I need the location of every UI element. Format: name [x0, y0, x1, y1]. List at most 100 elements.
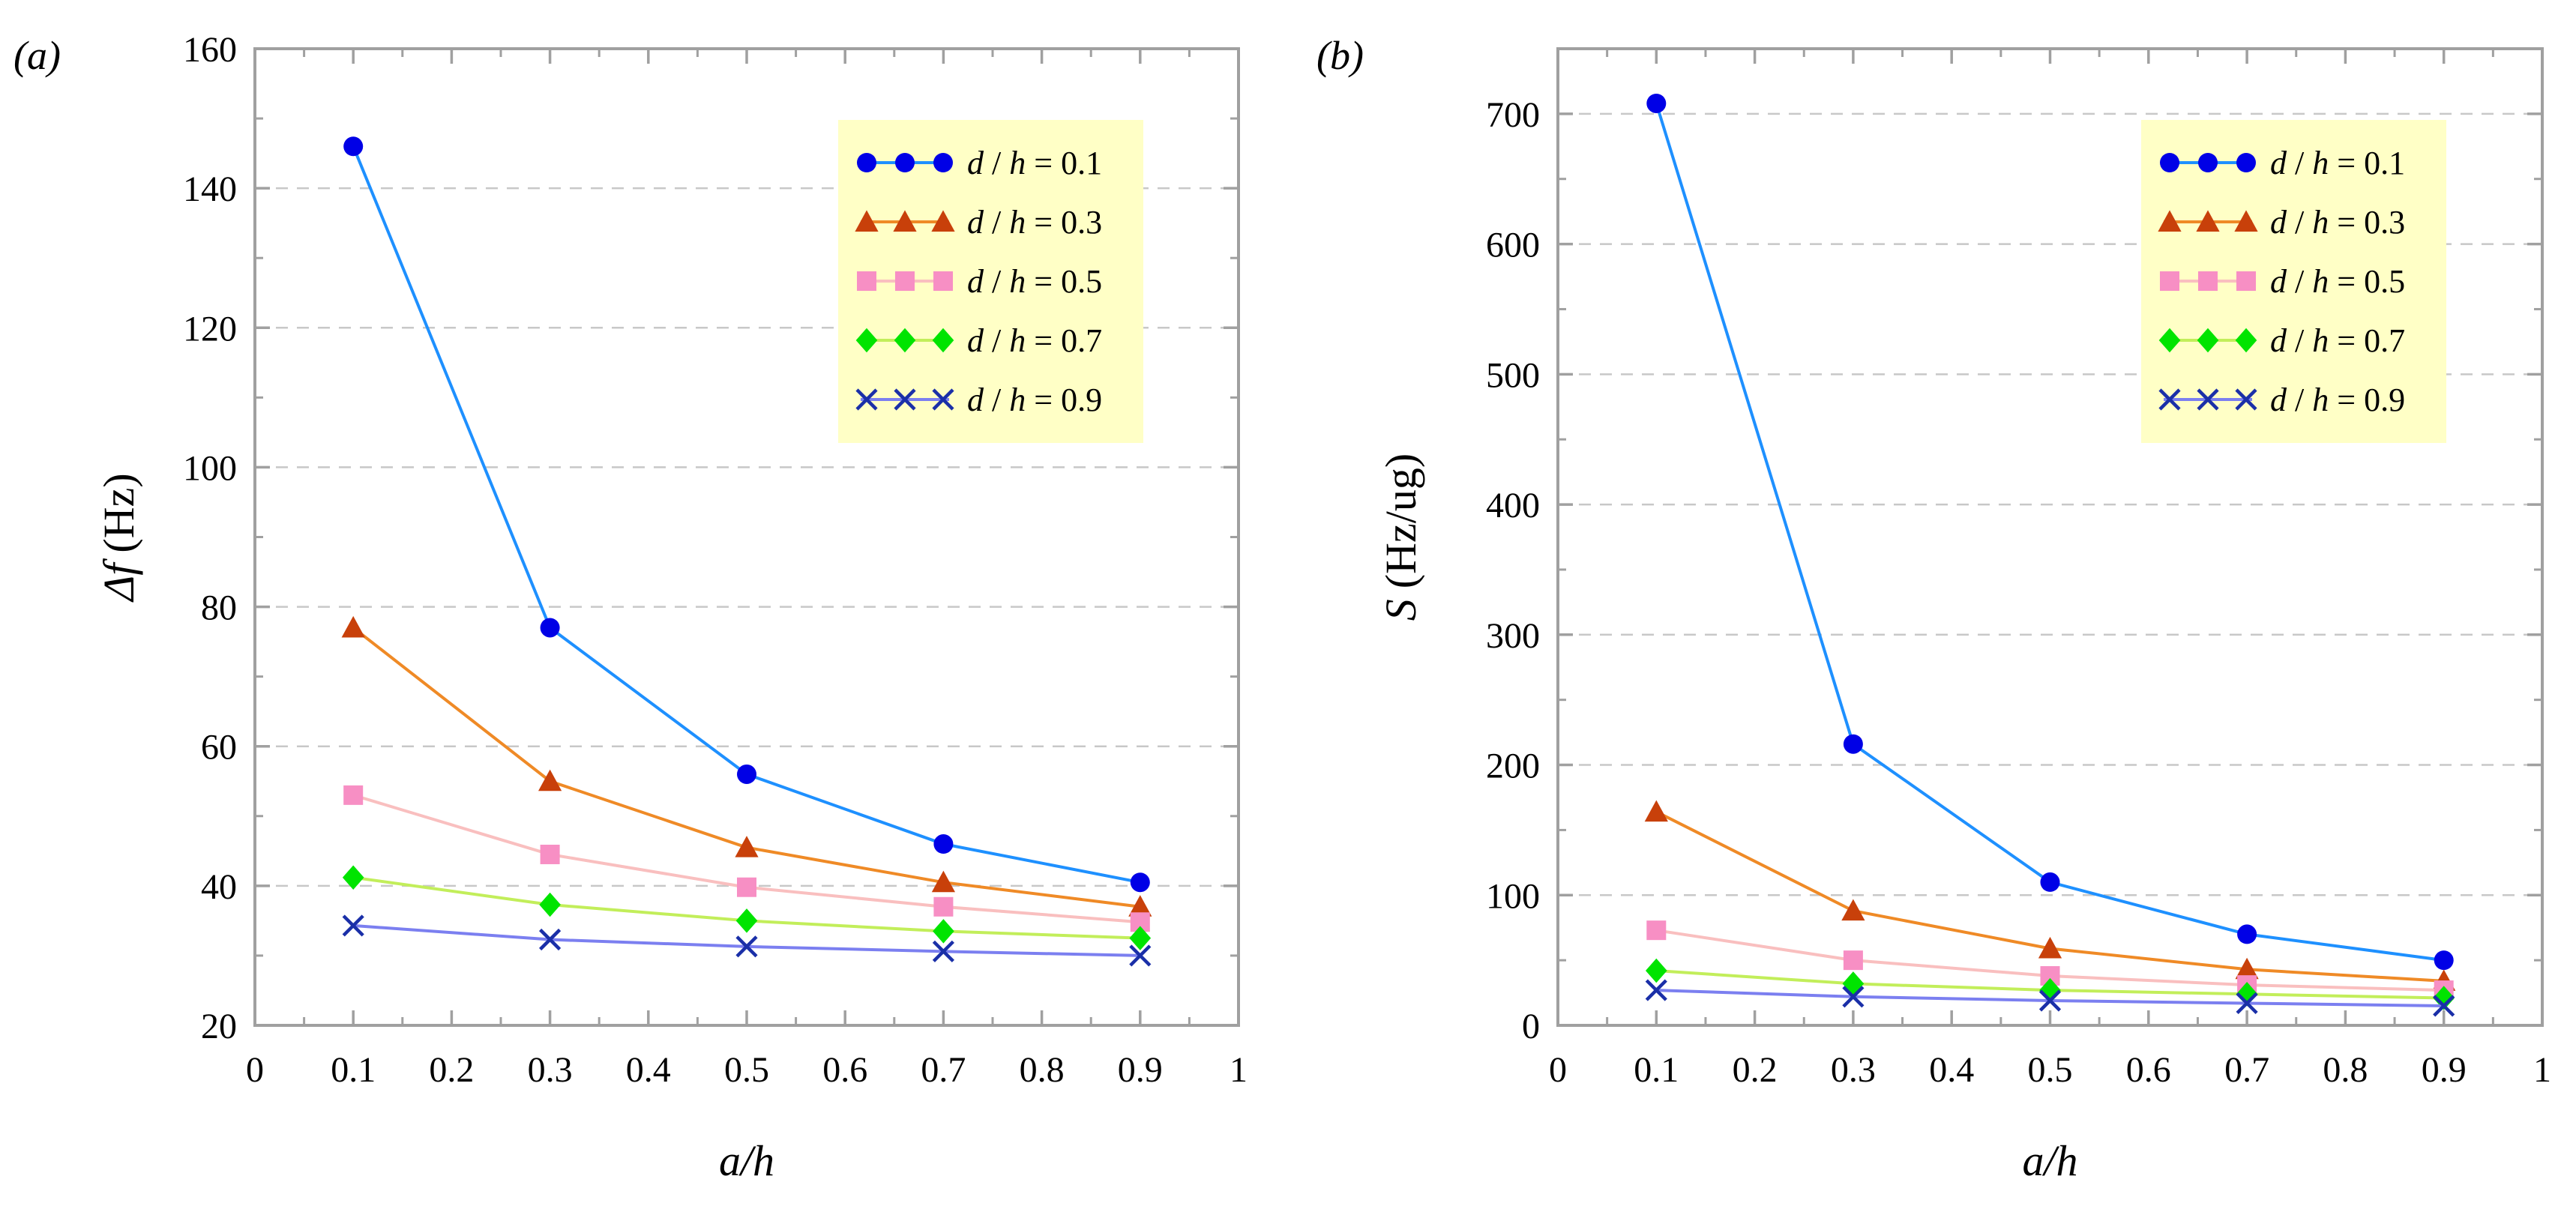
data-point: [1841, 899, 1865, 921]
data-point: [2235, 957, 2259, 980]
y-tick-label: 20: [201, 1007, 237, 1046]
y-tick-label: 140: [183, 169, 237, 209]
legend-marker: [857, 271, 876, 291]
y-tick-label: 40: [201, 867, 237, 907]
x-axis-label: a/h: [2022, 1136, 2077, 1185]
x-tick-label: 0.9: [2422, 1050, 2467, 1090]
legend-item: d / h = 0.9: [855, 382, 1102, 418]
legend-marker: [2158, 328, 2181, 353]
x-tick-label: 0.2: [1733, 1050, 1778, 1090]
legend-marker: [855, 210, 879, 232]
data-point: [1128, 895, 1152, 917]
y-tick-label: 600: [1486, 226, 1540, 265]
legend-item: d / h = 0.5: [2160, 263, 2405, 300]
x-axis-label: a/h: [719, 1136, 774, 1185]
legend-marker: [895, 271, 915, 291]
data-point: [343, 785, 364, 805]
x-tick-label: 0.1: [1634, 1050, 1679, 1090]
data-point: [737, 764, 756, 784]
data-point: [1646, 958, 1667, 983]
legend-label: d / h = 0.9: [967, 382, 1102, 418]
series-0-9: [342, 914, 1152, 967]
data-point: [735, 908, 758, 933]
legend-marker: [895, 153, 915, 172]
series-0-7: [342, 865, 1152, 950]
legend-label: d / h = 0.1: [967, 145, 1102, 181]
series-0-3: [341, 615, 1152, 917]
legend-marker: [855, 388, 878, 411]
x-tick-label: 0.8: [1020, 1050, 1065, 1090]
data-point: [2237, 924, 2257, 944]
legend-marker: [932, 388, 954, 411]
legend: d / h = 0.1 d / h = 0.3 d / h = 0.5 d / h =…: [838, 120, 1143, 443]
legend-marker: [933, 153, 953, 172]
x-tick-label: 0.4: [1929, 1050, 1974, 1090]
data-point: [931, 870, 955, 893]
legend-marker: [893, 210, 917, 232]
legend-item: d / h = 0.1: [2160, 145, 2405, 181]
legend-marker: [931, 210, 955, 232]
data-point: [540, 844, 560, 864]
legend-item: d / h = 0.7: [855, 322, 1102, 359]
series-0-1: [343, 136, 1150, 893]
data-point: [1842, 971, 1865, 996]
series-0-1: [1646, 93, 2454, 971]
legend-item: d / h = 0.3: [2158, 204, 2405, 241]
x-tick-label: 0.2: [429, 1050, 474, 1090]
legend-label: d / h = 0.5: [967, 263, 1102, 300]
legend-marker: [2158, 388, 2181, 411]
x-tick-label: 0.6: [822, 1050, 867, 1090]
data-point: [735, 935, 758, 958]
legend-marker: [2236, 271, 2256, 291]
legend-marker: [2235, 388, 2257, 411]
legend-marker: [894, 388, 916, 411]
legend-item: d / h = 0.9: [2158, 382, 2405, 418]
legend-marker: [932, 328, 954, 353]
data-point: [737, 877, 756, 897]
legend-marker: [2160, 153, 2179, 172]
legend-marker: [2197, 328, 2219, 353]
x-tick-label: 1: [1230, 1050, 1248, 1090]
data-point: [1645, 979, 1667, 1001]
legend-item: d / h = 0.3: [855, 204, 1102, 241]
legend-marker: [2235, 328, 2257, 353]
y-tick-label: 700: [1486, 95, 1540, 135]
legend-marker: [2160, 271, 2179, 291]
legend-marker: [855, 328, 878, 353]
y-tick-label: 60: [201, 728, 237, 768]
series-0-9: [1645, 979, 2455, 1017]
data-point: [1130, 872, 1150, 893]
panel-label: (b): [1316, 33, 1364, 78]
data-point: [1129, 926, 1152, 950]
panel-label: (a): [13, 33, 61, 78]
data-point: [735, 836, 759, 857]
data-point: [2433, 995, 2455, 1017]
y-tick-label: 120: [183, 309, 237, 349]
legend-marker: [2158, 210, 2182, 232]
data-point: [343, 136, 364, 157]
legend-label: d / h = 0.3: [967, 204, 1102, 241]
data-point: [539, 928, 562, 951]
y-tick-label: 100: [1486, 876, 1540, 916]
data-point: [540, 618, 560, 638]
x-tick-label: 0.6: [2126, 1050, 2171, 1090]
y-tick-label: 500: [1486, 355, 1540, 395]
x-tick-label: 0.3: [1831, 1050, 1876, 1090]
data-point: [538, 769, 562, 792]
x-tick-label: 1: [2533, 1050, 2551, 1090]
x-tick-label: 0.7: [2224, 1050, 2269, 1090]
legend-marker: [2234, 210, 2258, 232]
data-point: [1646, 93, 1667, 113]
x-tick-label: 0: [246, 1050, 264, 1090]
y-tick-label: 200: [1486, 747, 1540, 786]
x-tick-label: 0.9: [1118, 1050, 1163, 1090]
y-tick-label: 400: [1486, 486, 1540, 525]
legend-marker: [2236, 153, 2256, 172]
legend-label: d / h = 0.7: [2270, 322, 2405, 359]
y-tick-label: 300: [1486, 616, 1540, 656]
x-tick-label: 0.1: [331, 1050, 376, 1090]
data-point: [2040, 872, 2060, 892]
x-tick-label: 0.7: [921, 1050, 966, 1090]
legend-marker: [894, 328, 916, 353]
